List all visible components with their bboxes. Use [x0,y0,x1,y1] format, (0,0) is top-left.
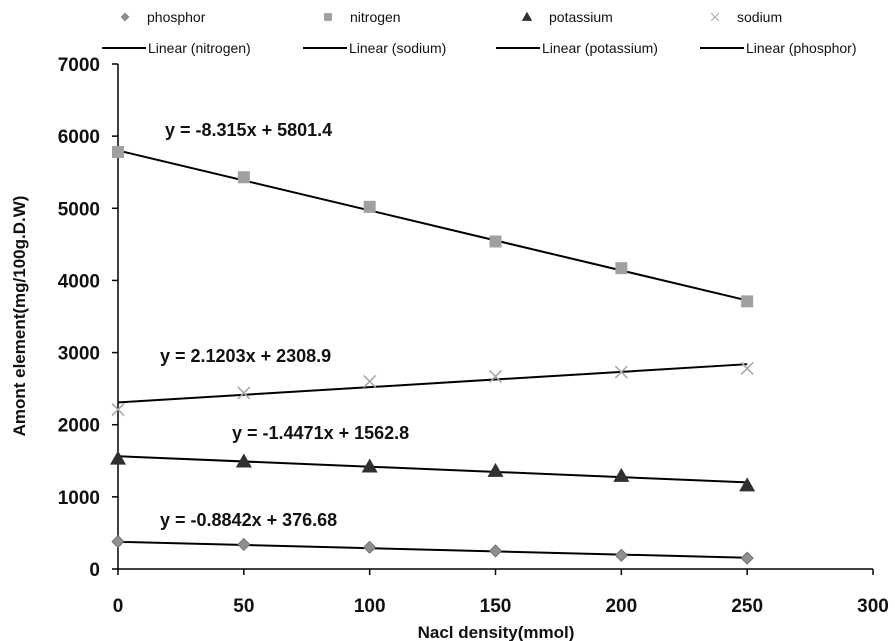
point-phosphor [740,551,754,565]
legend-label-potassium: potassium [549,9,613,25]
point-phosphor [111,535,125,549]
point-potassium [487,462,504,477]
point-nitrogen [112,146,124,159]
data-points [110,146,756,565]
point-phosphor [363,540,377,554]
legend: phosphor nitrogen potassium sodium Linear (n… [102,9,857,56]
point-sodium [363,374,377,388]
y-tick-label: 3000 [58,344,100,365]
legend-label-linear-phosphor: Linear (phosphor) [746,40,857,56]
trendline-linear-nitrogen [117,149,748,302]
y-axis-label: Amont element(mg/100g.D.W) [10,196,29,437]
legend-marker-sodium [710,12,720,22]
x-tick-label: 150 [480,596,512,617]
x-tick-label: 200 [605,596,637,617]
legend-label-nitrogen: nitrogen [350,9,401,25]
point-sodium [237,386,251,400]
point-sodium [740,361,754,376]
point-potassium [235,453,252,468]
y-tick-label: 6000 [58,127,100,148]
equation-linear-phosphor: y = -0.8842x + 376.68 [160,510,337,530]
legend-label-linear-nitrogen: Linear (nitrogen) [148,40,251,56]
y-tick-label: 4000 [58,271,100,292]
point-nitrogen [741,295,754,308]
y-tick-label: 1000 [58,488,100,509]
x-tick-label: 300 [857,596,889,617]
point-potassium [613,467,630,482]
point-nitrogen [237,171,250,184]
x-tick-label: 50 [233,596,254,617]
trendline-equations: y = -8.315x + 5801.4 y = 2.1203x + 2308.9… [160,120,409,530]
legend-label-phosphor: phosphor [147,9,206,25]
legend-marker-potassium [521,11,533,21]
legend-marker-nitrogen [324,13,332,21]
point-nitrogen [615,262,628,275]
equation-linear-sodium: y = 2.1203x + 2308.9 [160,346,331,366]
y-tick-label: 5000 [58,199,100,220]
axes: 0 1000 2000 3000 4000 5000 6000 7000 0 50 100 150 20… [58,55,889,617]
y-tick-label: 0 [89,560,100,581]
trendline-linear-phosphor [117,540,748,559]
legend-label-linear-sodium: Linear (sodium) [349,40,446,56]
x-tick-label: 100 [354,596,386,617]
point-potassium [739,477,756,492]
legend-label-linear-potassium: Linear (potassium) [542,40,658,56]
point-nitrogen [363,200,376,213]
point-potassium [110,450,126,465]
equation-linear-potassium: y = -1.4471x + 1562.8 [232,423,409,443]
x-tick-label: 0 [113,596,124,617]
point-phosphor [237,537,251,552]
trendline-linear-sodium [117,363,748,404]
point-sodium [614,365,628,379]
y-tick-label: 2000 [58,416,100,437]
point-potassium [361,458,378,473]
trendline-linear-potassium [117,455,748,484]
legend-label-sodium: sodium [737,9,782,25]
point-nitrogen [489,235,502,248]
x-tick-label: 250 [731,596,763,617]
legend-marker-phosphor [120,12,130,22]
point-sodium [111,402,125,417]
y-tick-label: 7000 [58,55,100,76]
equation-linear-nitrogen: y = -8.315x + 5801.4 [165,120,332,140]
trendlines [117,149,748,559]
x-axis-label: Nacl density(mmol) [418,623,575,641]
point-phosphor [614,548,628,562]
point-sodium [488,369,503,383]
point-phosphor [488,544,503,558]
